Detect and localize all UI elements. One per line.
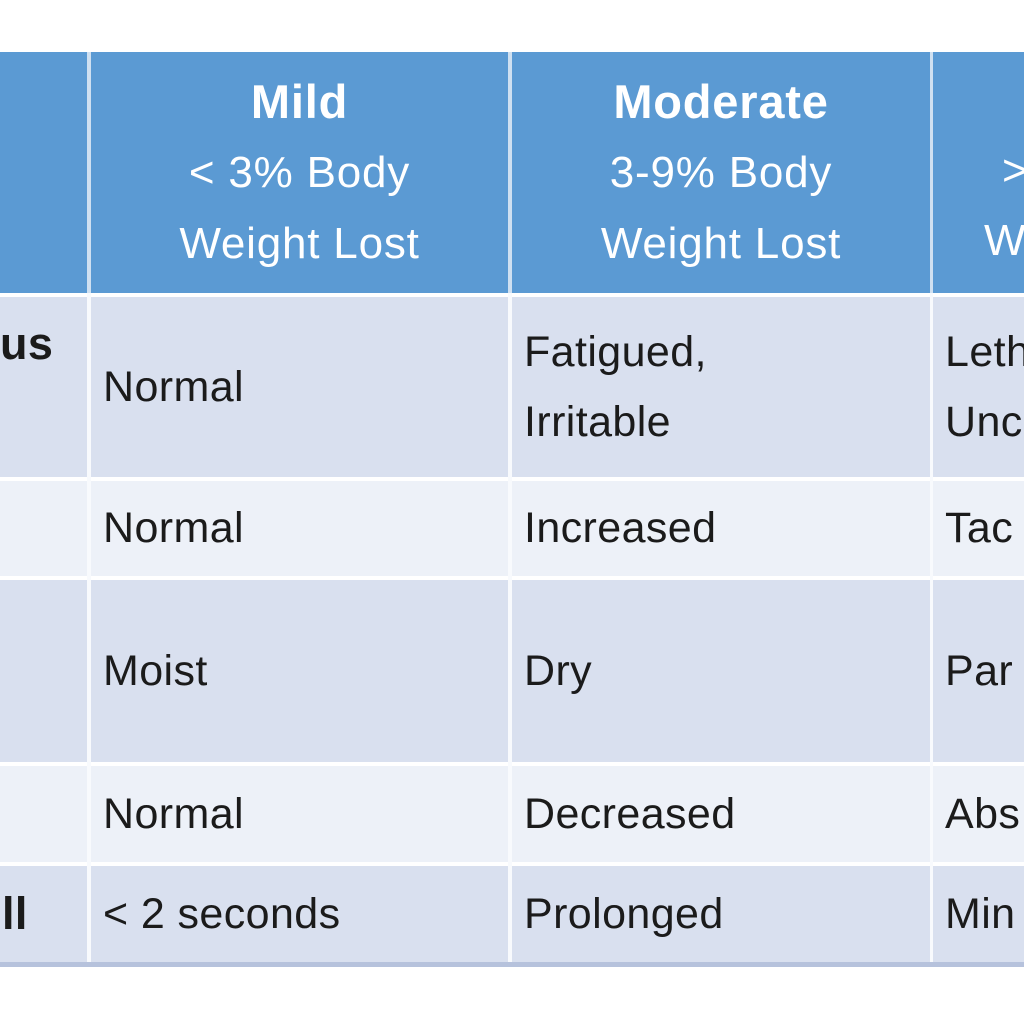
column-divider-3 [930,293,933,962]
cell-r2-moderate: Increased [524,504,717,552]
table-bottom-border [0,962,1024,967]
cell-r1-severe-clipped: Leth Unc [945,297,1024,477]
moderate-weight-line: Weight Lost [600,219,842,268]
moderate-range-line: 3-9% Body [609,148,833,197]
header-cell-severe-clipped [933,52,1024,293]
column-divider-1 [87,293,91,962]
cell-r5-mild: < 2 seconds [103,889,341,938]
row-band-4 [0,766,1024,862]
cell-r5-moderate: Prolonged [524,889,724,938]
header-cell-moderate: Moderate 3-9% Body Weight Lost [512,52,930,293]
cell-r4-moderate: Decreased [524,789,736,838]
row-band-capillary-refill [0,866,1024,962]
row-band-3 [0,580,1024,762]
cell-r2-mild: Normal [103,504,244,552]
cell-r1-moderate: Fatigued, Irritable [524,297,707,477]
mild-weight-line: Weight Lost [179,219,420,268]
cell-r1-moderate-line1: Fatigued, [524,328,707,376]
severe-range-fragment: > [1002,146,1024,195]
cell-r5-severe-clipped: Min [945,889,1016,938]
header-cell-row-labels [0,52,87,293]
cell-r2-severe-clipped: Tac [945,504,1014,552]
cell-r4-mild: Normal [103,789,244,838]
cell-r3-severe-clipped: Par [945,646,1014,695]
severe-weight-fragment: W [984,216,1024,265]
row-band-mental-status [0,297,1024,477]
cell-r1-severe-line1: Leth [945,328,1024,376]
cell-r1-mild: Normal [103,362,244,411]
header-mild-content: Mild < 3% Body Weight Lost [91,52,508,293]
row-label-fragment-1: us [0,318,54,369]
cell-r3-moderate: Dry [524,646,593,695]
row-band-2 [0,481,1024,576]
mild-title: Mild [250,75,349,128]
header-moderate-content: Moderate 3-9% Body Weight Lost [512,52,930,293]
column-divider-2 [508,293,512,962]
row-label-fragment-5: ll [2,888,28,939]
mild-range-line: < 3% Body [188,148,411,197]
cell-r3-mild: Moist [103,646,208,695]
cell-r1-moderate-line2: Irritable [524,398,671,446]
cell-r1-severe-line2: Unc [945,398,1023,446]
header-cell-mild: Mild < 3% Body Weight Lost [91,52,508,293]
cell-r4-severe-clipped: Abs [945,789,1021,838]
moderate-title: Moderate [613,75,829,128]
